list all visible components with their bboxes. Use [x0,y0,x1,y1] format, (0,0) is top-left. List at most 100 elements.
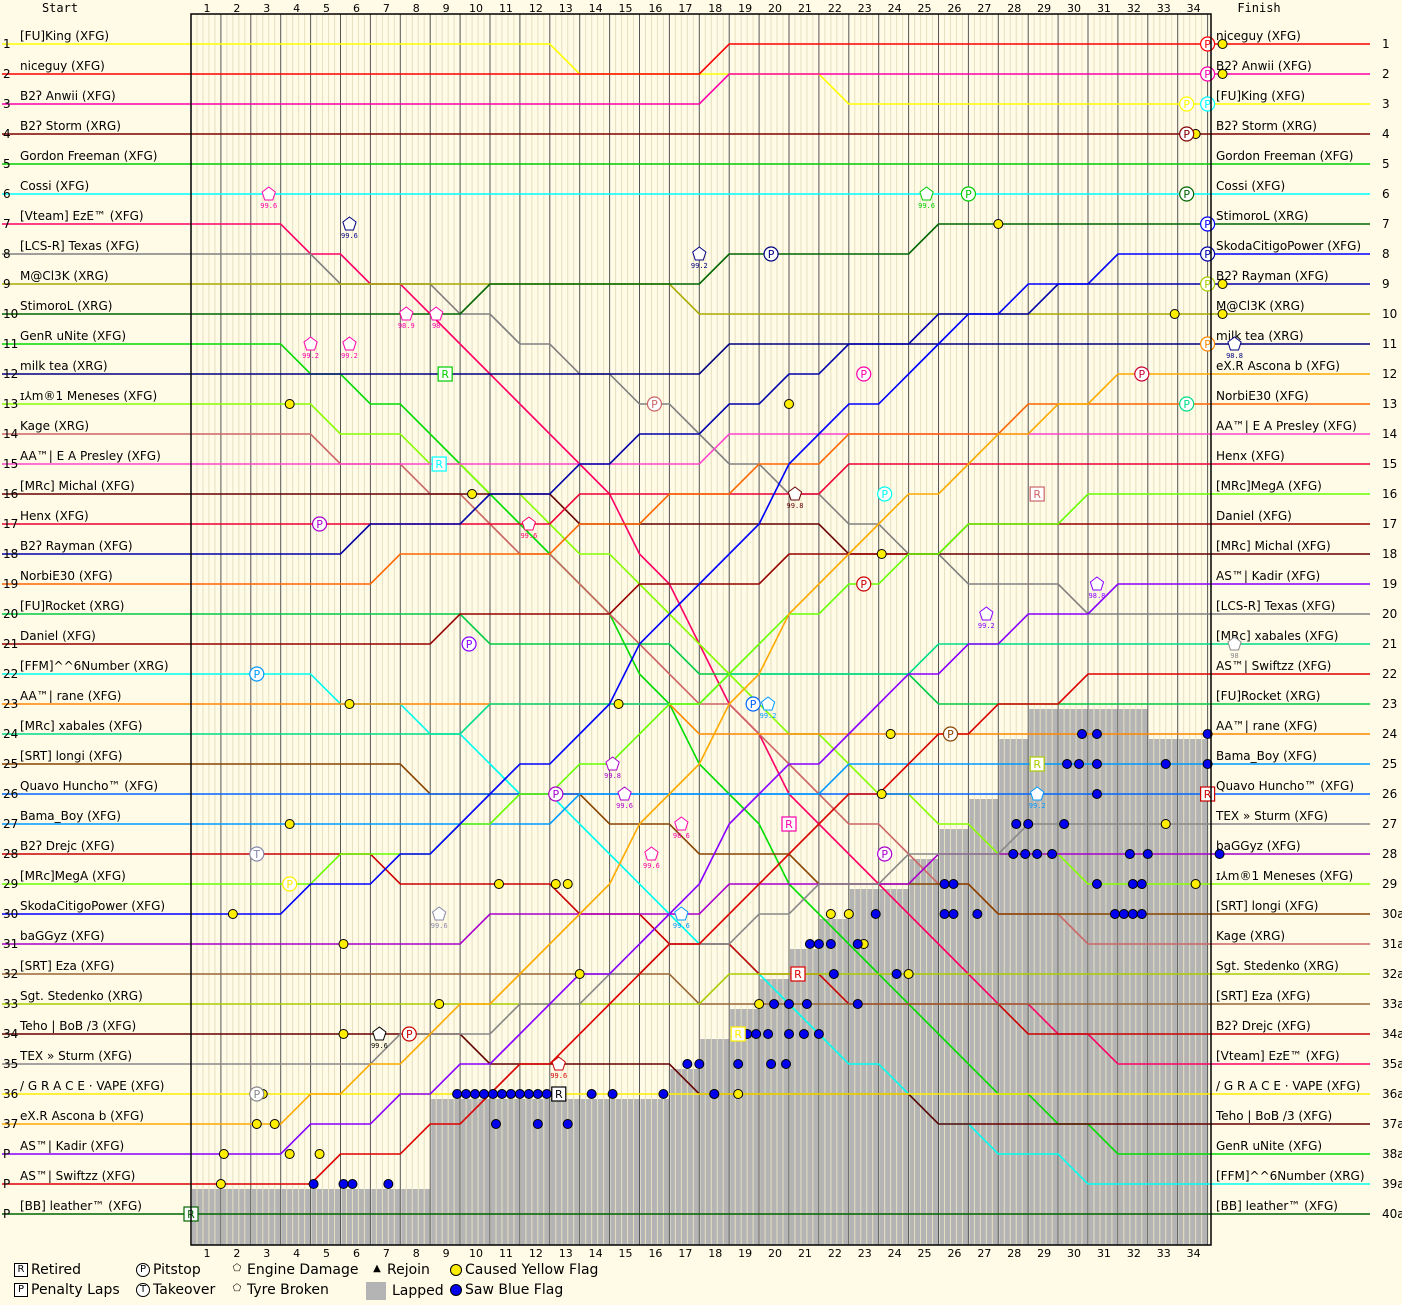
finish-driver-name: [MRc]MegA (XFG) [1216,479,1322,493]
blue-flag-marker [972,909,983,919]
lap-tick-bottom: 17 [678,1247,692,1260]
blue-flag-marker [825,939,836,949]
pitstop-marker-label: P [253,1088,260,1101]
yellow-flag-marker [550,879,561,889]
start-position-label: 8 [3,247,11,261]
start-position-label: 9 [3,277,11,291]
start-driver-name: AS™| Swiftzz (XFG) [20,1169,135,1183]
blue-flag-marker [948,879,959,889]
pitstop-marker-label: P [768,248,775,261]
start-position-label: 26 [3,787,18,801]
start-position-label: P [3,1147,10,1161]
retired-marker-label: R [794,968,802,981]
finish-driver-name: [SRT] longi (XFG) [1216,899,1318,913]
yellow-flag-marker [227,909,238,919]
yellow-flag-marker [903,969,914,979]
pitstop-marker-label: P [1183,128,1190,141]
retired-marker [730,1026,746,1042]
start-position-label: 23 [3,697,18,711]
blue-flag-marker [1124,849,1135,859]
engine-damage-value: 99.6 [520,532,537,540]
lap-tick-top: 20 [768,2,782,15]
lapped-region [431,1099,461,1245]
lap-tick-bottom: 33 [1157,1247,1171,1260]
blue-flag-marker [487,1089,498,1099]
start-position-label: P [3,1177,10,1191]
lapped-region [461,1099,490,1245]
finish-position-label: 24 [1382,727,1397,741]
lap-tick-top: 34 [1187,2,1201,15]
blue-flag-marker [1023,819,1034,829]
yellow-flag-marker [1160,819,1171,829]
finish-position-label: 37a [1382,1117,1402,1131]
engine-damage-value: 99.6 [341,232,358,240]
blue-flag-marker [1160,759,1171,769]
driver-line [2,43,1370,75]
lapped-region [640,1099,670,1245]
finish-driver-name: Kage (XRG) [1216,929,1285,943]
start-driver-name: [FU]King (XFG) [20,29,109,43]
blue-flag-marker [1011,819,1022,829]
finish-driver-name: / G R A C E · VAPE (XFG) [1216,1079,1360,1093]
lap-tick-bottom: 14 [589,1247,603,1260]
finish-driver-name: NorbiE30 (XFG) [1216,389,1309,403]
pitstop-marker [1179,96,1195,112]
pitstop-marker [856,366,872,382]
start-position-label: 13 [3,397,18,411]
lap-tick-bottom: 15 [619,1247,633,1260]
pitstop-marker-label: P [1204,98,1211,111]
yellow-flag-marker [825,909,836,919]
start-position-label: 16 [3,487,18,501]
lap-tick-bottom: 3 [263,1247,270,1260]
engine-damage-value: 99.6 [371,1042,388,1050]
blue-flag-marker [1091,879,1102,889]
blue-flag-marker [1136,879,1147,889]
start-driver-name: SkodaCitigoPower (XFG) [20,899,165,913]
finish-driver-name: M@Cl3K (XRG) [1216,299,1305,313]
blue-flag-marker [505,1089,516,1099]
pitstop-marker-label: P [466,638,473,651]
lapped-region [999,739,1029,1245]
finish-position-label: 3 [1382,97,1390,111]
blue-flag-marker [733,1059,744,1069]
pitstop-marker-label: P [947,728,954,741]
start-driver-name: niceguy (XFG) [20,59,105,73]
engine-damage-value: 99.6 [550,1072,567,1080]
engine-damage-marker [261,186,276,201]
yellow-flag-marker [562,879,573,889]
start-position-label: 1 [3,37,11,51]
lapped-region [909,859,939,1245]
finish-position-label: 28 [1382,847,1397,861]
finish-driver-name: AA™| rane (XFG) [1216,719,1317,733]
start-driver-name: Bama_Boy (XFG) [20,809,121,823]
lap-tick-bottom: 34 [1187,1247,1201,1260]
engine-damage-marker [1227,336,1242,351]
pitstop-marker-label: P [316,518,323,531]
yellow-flag-marker [338,1029,349,1039]
start-driver-name: Daniel (XFG) [20,629,96,643]
blue-flag-marker [383,1179,394,1189]
lap-tick-bottom: 28 [1007,1247,1021,1260]
blue-flag-marker [1020,849,1031,859]
finish-driver-name: niceguy (XFG) [1216,29,1301,43]
retired-marker-label: R [435,458,443,471]
blue-flag-marker [479,1089,490,1099]
start-driver-name: ɪ⅄m®1 Meneses (XFG) [20,389,157,403]
blue-flag-marker [490,1119,501,1129]
engine-damage-value: 98.6 [673,832,690,840]
engine-damage-value: 99.6 [918,202,935,210]
yellow-flag-marker [876,789,887,799]
lapped-region [610,1099,640,1245]
finish-position-label: 11 [1382,337,1397,351]
lap-tick-top: 14 [589,2,603,15]
engine-damage-marker [605,756,620,771]
finish-driver-name: baGGyz (XFG) [1216,839,1301,853]
plot-frame [190,13,1212,1246]
start-driver-name: [SRT] longi (XFG) [20,749,122,763]
driver-line [2,223,1370,315]
lapped-region [819,919,849,1245]
engine-damage-value: 99.8 [787,502,804,510]
engine-damage-marker [428,306,444,321]
engine-damage-marker [674,906,689,921]
start-position-label: 28 [3,847,18,861]
